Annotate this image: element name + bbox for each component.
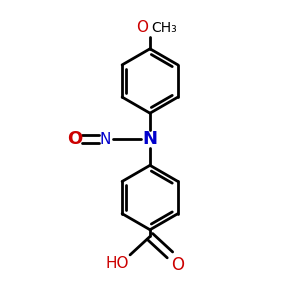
Text: CH₃: CH₃ (152, 21, 177, 35)
Text: N: N (100, 132, 111, 147)
Text: N: N (142, 130, 158, 148)
Text: O: O (172, 256, 184, 274)
Text: O: O (67, 130, 83, 148)
Text: O: O (136, 20, 148, 35)
Text: HO: HO (105, 256, 128, 272)
